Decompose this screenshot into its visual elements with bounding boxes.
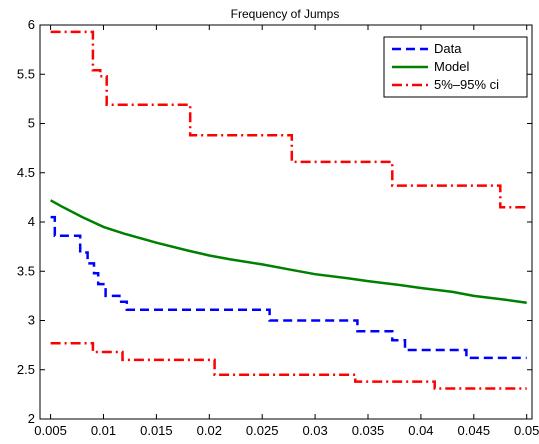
series-line-1	[50, 215, 527, 360]
y-tick-label: 2	[28, 411, 35, 426]
x-tick-label: 0.045	[458, 423, 491, 438]
y-tick-label: 4.5	[17, 165, 35, 180]
y-tick-label: 4	[28, 214, 35, 229]
series-line-3	[50, 30, 527, 209]
legend-label: Data	[434, 41, 462, 56]
x-tick-label: 0.01	[91, 423, 116, 438]
y-tick-label: 2.5	[17, 362, 35, 377]
y-tick-label: 3.5	[17, 263, 35, 278]
y-tick-label: 6	[28, 17, 35, 32]
x-tick-label: 0.04	[408, 423, 433, 438]
legend-label: 5%–95% ci	[434, 77, 499, 92]
y-tick-label: 5	[28, 116, 35, 131]
x-tick-label: 0.035	[352, 423, 385, 438]
x-tick-label: 0.05	[514, 423, 539, 438]
chart-title: Frequency of Jumps	[231, 7, 340, 21]
x-tick-label: 0.02	[197, 423, 222, 438]
y-tick-label: 5.5	[17, 66, 35, 81]
axes: 0.005 0.01 0.015 0.02 0.025 0.03 0.035 0.04 0.04…	[17, 17, 539, 438]
legend-label: Model	[434, 59, 470, 74]
plot-area	[49, 30, 527, 390]
x-tick-label: 0.025	[246, 423, 279, 438]
series-line-4	[50, 341, 527, 390]
x-tick-label: 0.015	[140, 423, 173, 438]
series-line-2	[49, 199, 527, 305]
y-tick-label: 3	[28, 313, 35, 328]
legend: Data Model 5%–95% ci	[383, 36, 528, 98]
x-tick-label: 0.005	[34, 423, 67, 438]
x-tick-label: 0.03	[302, 423, 327, 438]
